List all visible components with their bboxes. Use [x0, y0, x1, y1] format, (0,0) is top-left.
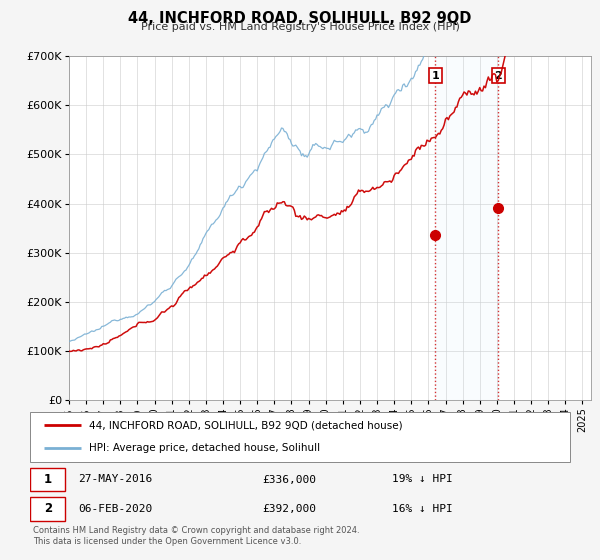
FancyBboxPatch shape — [30, 412, 570, 462]
Text: 1: 1 — [431, 71, 439, 81]
Text: 2: 2 — [494, 71, 502, 81]
Text: 27-MAY-2016: 27-MAY-2016 — [79, 474, 153, 484]
Text: 2: 2 — [44, 502, 52, 515]
Text: 16% ↓ HPI: 16% ↓ HPI — [392, 504, 452, 514]
Text: £336,000: £336,000 — [262, 474, 316, 484]
Text: 06-FEB-2020: 06-FEB-2020 — [79, 504, 153, 514]
FancyBboxPatch shape — [30, 468, 65, 491]
Text: Contains HM Land Registry data © Crown copyright and database right 2024.
This d: Contains HM Land Registry data © Crown c… — [33, 526, 359, 546]
Text: £392,000: £392,000 — [262, 504, 316, 514]
Text: 44, INCHFORD ROAD, SOLIHULL, B92 9QD (detached house): 44, INCHFORD ROAD, SOLIHULL, B92 9QD (de… — [89, 420, 403, 430]
Bar — [436, 56, 499, 400]
Text: HPI: Average price, detached house, Solihull: HPI: Average price, detached house, Soli… — [89, 444, 320, 454]
Text: Price paid vs. HM Land Registry's House Price Index (HPI): Price paid vs. HM Land Registry's House … — [140, 22, 460, 32]
Text: 1: 1 — [44, 473, 52, 486]
Text: 44, INCHFORD ROAD, SOLIHULL, B92 9QD: 44, INCHFORD ROAD, SOLIHULL, B92 9QD — [128, 11, 472, 26]
Text: 19% ↓ HPI: 19% ↓ HPI — [392, 474, 452, 484]
FancyBboxPatch shape — [30, 497, 65, 521]
